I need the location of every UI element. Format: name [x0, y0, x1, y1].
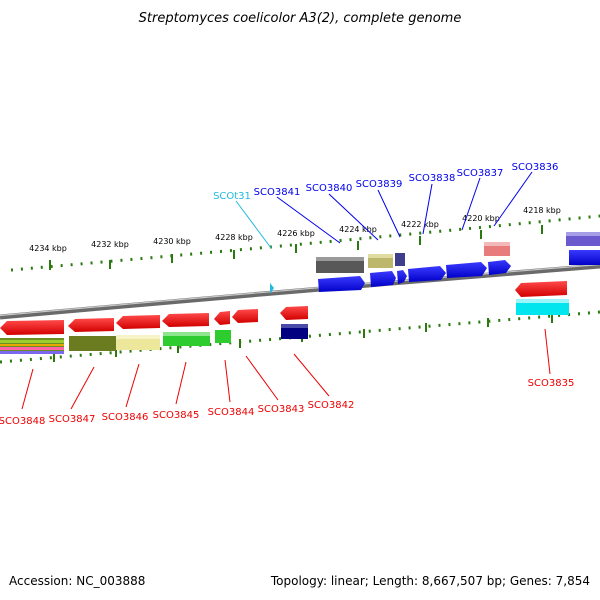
bottom-gene-labels: SCO3848 SCO3847 SCO3846 SCO3845 SCO3844 …: [0, 378, 574, 427]
leader-SCO3842: [293, 353, 330, 397]
gene-SCO3842[interactable]: [280, 306, 308, 320]
gene-SCO3840[interactable]: [370, 271, 396, 287]
label-SCO3837[interactable]: SCO3837: [457, 168, 504, 179]
map-title: Streptomyces coelicolor A3(2), complete …: [139, 11, 462, 26]
label-SCO3843[interactable]: SCO3843: [258, 404, 305, 415]
label-SCO3838[interactable]: SCO3838: [409, 173, 456, 184]
leader-SCO3841: [276, 196, 341, 244]
annotation-bar-cyan-shade: [516, 299, 569, 303]
gene-SCO3848[interactable]: [0, 320, 64, 335]
leader-SCO3843: [245, 355, 279, 401]
gene-SCO3846[interactable]: [116, 315, 160, 329]
leader-SCO3847: [70, 366, 95, 410]
stripe-amber: [0, 344, 64, 346]
scale-label-4232: 4232 kbp: [91, 240, 129, 249]
label-SCO3848[interactable]: SCO3848: [0, 416, 45, 427]
leader-SCO3836: [493, 171, 533, 227]
trna-SCOt31[interactable]: [270, 283, 274, 294]
leader-SCO3848: [21, 368, 34, 410]
leader-SCO3844: [224, 359, 231, 403]
bottom-label-leaders: [21, 328, 551, 410]
forward-strand-genes: [270, 250, 600, 294]
annotation-bar-navy-shade: [281, 324, 308, 328]
label-SCO3845[interactable]: SCO3845: [153, 410, 200, 421]
label-SCO3841[interactable]: SCO3841: [254, 187, 301, 198]
label-SCOt31[interactable]: SCOt31: [213, 191, 251, 202]
scale-labels: 4234 kbp 4232 kbp 4230 kbp 4228 kbp 4226…: [29, 206, 561, 253]
label-SCO3844[interactable]: SCO3844: [208, 407, 255, 418]
gene-SCO3843[interactable]: [232, 309, 258, 323]
leader-SCOt31: [235, 200, 272, 249]
annotation-bar-slate[interactable]: [395, 253, 405, 266]
scale-label-4230: 4230 kbp: [153, 237, 191, 246]
annotation-bar-gray-shade: [316, 257, 364, 261]
stripe-violet: [0, 351, 64, 354]
label-SCO3835[interactable]: SCO3835: [528, 378, 575, 389]
leader-SCO3845: [175, 361, 187, 405]
label-SCO3836[interactable]: SCO3836: [512, 162, 559, 173]
gene-SCO3845[interactable]: [162, 313, 209, 327]
leader-SCO3846: [125, 363, 140, 408]
gene-forward-right-edge[interactable]: [569, 250, 600, 265]
accession-text: Accession: NC_003888: [9, 574, 146, 588]
scale-label-4224: 4224 kbp: [339, 225, 377, 234]
gene-SCO3841[interactable]: [318, 276, 365, 292]
leader-SCO3839: [377, 189, 401, 238]
label-SCO3846[interactable]: SCO3846: [102, 412, 149, 423]
scale-label-4220: 4220 kbp: [462, 214, 500, 223]
leader-SCO3835: [544, 328, 551, 375]
gene-SCO3835[interactable]: [515, 281, 567, 297]
gene-SCO3847[interactable]: [68, 318, 114, 332]
label-SCO3839[interactable]: SCO3839: [356, 179, 403, 190]
annotation-bar-cream-shade: [116, 335, 160, 339]
genome-backbone-highlight: [0, 263, 600, 317]
upper-scale-ticks: [10, 214, 600, 272]
gene-SCO3839[interactable]: [397, 270, 407, 284]
annotation-bar-purple-shade: [566, 232, 600, 236]
leader-SCO3837: [461, 177, 481, 231]
label-SCO3847[interactable]: SCO3847: [49, 414, 96, 425]
genome-stats-text: Topology: linear; Length: 8,667,507 bp; …: [270, 574, 590, 588]
gene-SCO3836[interactable]: [488, 260, 511, 275]
scale-label-4222: 4222 kbp: [401, 220, 439, 229]
scale-label-4234: 4234 kbp: [29, 244, 67, 253]
gene-SCO3838[interactable]: [408, 266, 446, 282]
leader-SCO3840: [328, 193, 379, 241]
annotation-bar-green-small[interactable]: [215, 330, 231, 343]
label-SCO3840[interactable]: SCO3840: [306, 183, 353, 194]
top-label-leaders: [235, 171, 533, 249]
stripe-lime: [0, 340, 64, 343]
scale-label-4228: 4228 kbp: [215, 233, 253, 242]
scale-label-4218: 4218 kbp: [523, 206, 561, 215]
annotation-bar-green-shade: [163, 332, 210, 336]
scale-label-4226: 4226 kbp: [277, 229, 315, 238]
top-gene-labels: SCOt31 SCO3841 SCO3840 SCO3839 SCO3838 S…: [213, 162, 558, 202]
annotation-bar-khaki-shade: [368, 254, 393, 258]
reverse-strand-genes: [0, 281, 567, 335]
lower-annotation-bars: [0, 299, 569, 354]
label-SCO3842[interactable]: SCO3842: [308, 400, 355, 411]
leader-SCO3838: [422, 183, 433, 235]
stripe-pink: [0, 347, 64, 350]
gene-SCO3837[interactable]: [446, 262, 487, 278]
gene-SCO3844[interactable]: [214, 311, 230, 325]
annotation-bar-olive[interactable]: [69, 336, 116, 351]
genome-backbone: [0, 263, 600, 320]
annotation-bar-salmon-shade: [484, 242, 510, 246]
